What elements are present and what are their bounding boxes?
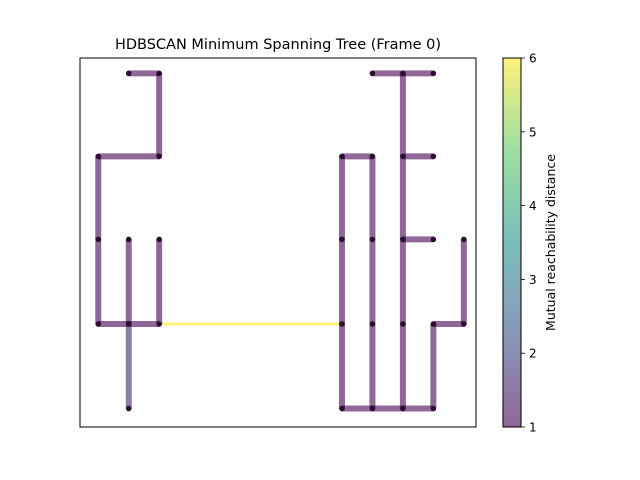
plot-area — [79, 57, 477, 428]
data-point — [369, 405, 376, 412]
data-point — [156, 70, 162, 77]
data-point — [400, 70, 406, 77]
data-point — [156, 236, 162, 243]
data-point — [125, 236, 132, 243]
colorbar-tick-label: 4 — [529, 199, 537, 213]
plot-frame — [79, 57, 477, 428]
colorbar-tick-label: 3 — [529, 273, 537, 287]
data-point — [339, 153, 345, 160]
data-point — [369, 153, 376, 160]
data-point — [369, 70, 376, 77]
data-point — [430, 236, 437, 243]
colorbar-tick-label: 1 — [529, 421, 537, 435]
colorbar-gradient — [503, 58, 521, 427]
data-point — [125, 405, 132, 412]
edges-layer — [95, 70, 467, 412]
colorbar-ticks: 1 2 3 4 5 6 — [521, 52, 537, 435]
data-point — [339, 321, 345, 327]
data-point — [339, 236, 345, 243]
data-point — [430, 321, 437, 327]
data-point — [430, 153, 437, 160]
colorbar: 1 2 3 4 5 6 Mutual reachability distance — [502, 52, 558, 435]
data-point — [400, 236, 406, 243]
data-point — [95, 321, 102, 327]
colorbar-frame — [502, 57, 522, 428]
nodes-layer — [95, 70, 467, 412]
chart-title: HDBSCAN Minimum Spanning Tree (Frame 0) — [115, 37, 441, 53]
data-point — [369, 236, 376, 243]
data-point — [430, 70, 437, 77]
colorbar-tick-label: 5 — [529, 125, 537, 139]
data-point — [461, 321, 467, 327]
data-point — [461, 236, 467, 243]
data-point — [156, 321, 162, 327]
data-point — [400, 153, 406, 160]
data-point — [156, 153, 162, 160]
data-point — [369, 321, 376, 327]
data-point — [400, 321, 406, 327]
data-point — [339, 405, 345, 412]
colorbar-label: Mutual reachability distance — [543, 154, 558, 331]
data-point — [125, 70, 132, 77]
data-point — [125, 321, 132, 327]
data-point — [430, 405, 437, 412]
data-point — [95, 236, 102, 243]
plot-background — [80, 58, 476, 427]
colorbar-tick-label: 6 — [529, 52, 537, 66]
data-point — [95, 153, 102, 160]
data-point — [400, 405, 406, 412]
colorbar-tick-label: 2 — [529, 347, 537, 361]
